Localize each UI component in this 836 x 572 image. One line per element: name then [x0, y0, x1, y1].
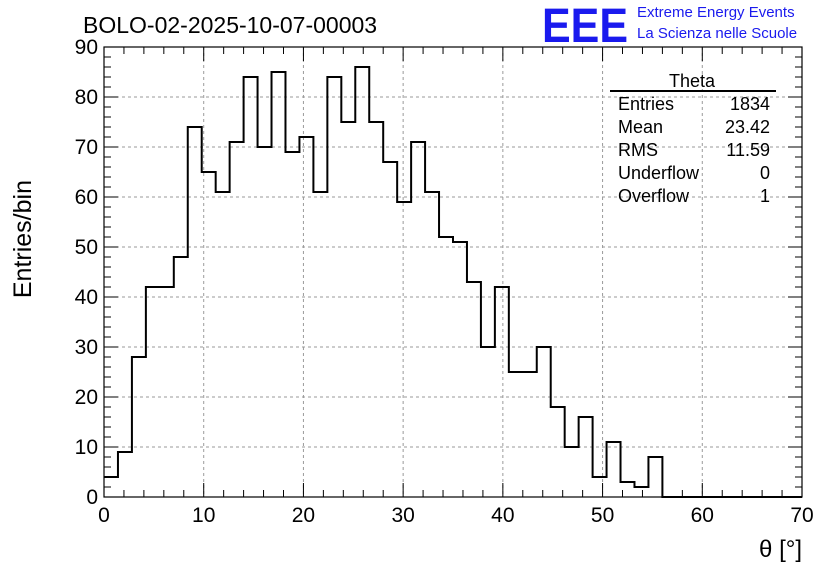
y-tick-label: 60 — [75, 186, 98, 209]
stats-value: 1 — [760, 186, 770, 206]
chart-title: BOLO-02-2025-10-07-00003 — [83, 12, 377, 38]
y-tick-label: 50 — [75, 236, 98, 259]
x-tick-label: 30 — [391, 504, 414, 527]
x-tick-label: 60 — [691, 504, 714, 527]
eee-logo: EEE Extreme Energy Events La Scienza nel… — [542, 0, 797, 53]
y-tick-label: 30 — [75, 336, 98, 359]
eee-logo-line1: Extreme Energy Events — [637, 4, 795, 21]
x-axis-label: θ [°] — [759, 536, 802, 563]
stats-rows: Entries 1834 Mean 23.42 RMS 11.59 Underflow 0 Ov… — [618, 94, 770, 206]
x-tick-label: 40 — [491, 504, 514, 527]
y-tick-label: 20 — [75, 386, 98, 409]
x-tick-label: 10 — [192, 504, 215, 527]
axis-ticks — [103, 46, 803, 498]
y-tick-label: 90 — [75, 36, 98, 59]
histogram-line — [104, 66, 802, 498]
x-tick-label: 0 — [98, 504, 110, 527]
stats-value: 11.59 — [726, 140, 770, 160]
stats-box: Theta Entries 1834 Mean 23.42 RMS 11.59 Underf… — [610, 71, 776, 206]
y-tick-labels: 0 10 20 30 40 50 60 70 80 90 — [75, 36, 98, 509]
y-tick-label: 80 — [75, 86, 98, 109]
y-axis-label: Entries/bin — [9, 180, 37, 298]
eee-logo-mark: EEE — [542, 0, 628, 53]
stats-label: Mean — [618, 117, 663, 137]
y-tick-label: 70 — [75, 136, 98, 159]
stats-label: RMS — [618, 140, 658, 160]
stats-value: 1834 — [730, 94, 770, 114]
y-tick-label: 10 — [75, 436, 98, 459]
stats-value: 23.42 — [725, 117, 770, 137]
grid-lines — [104, 47, 802, 497]
stats-label: Entries — [618, 94, 674, 114]
stats-box-title: Theta — [669, 71, 716, 91]
x-tick-label: 20 — [292, 504, 315, 527]
plot-frame — [103, 46, 803, 498]
stats-label: Underflow — [618, 163, 700, 183]
y-tick-label: 0 — [86, 486, 98, 509]
y-tick-label: 40 — [75, 286, 98, 309]
x-tick-labels: 0 10 20 30 40 50 60 70 — [98, 504, 814, 527]
eee-logo-line2: La Scienza nelle Scuole — [637, 25, 797, 42]
stats-value: 0 — [760, 163, 770, 183]
x-tick-label: 50 — [591, 504, 614, 527]
stats-label: Overflow — [618, 186, 690, 206]
x-tick-label: 70 — [790, 504, 813, 527]
